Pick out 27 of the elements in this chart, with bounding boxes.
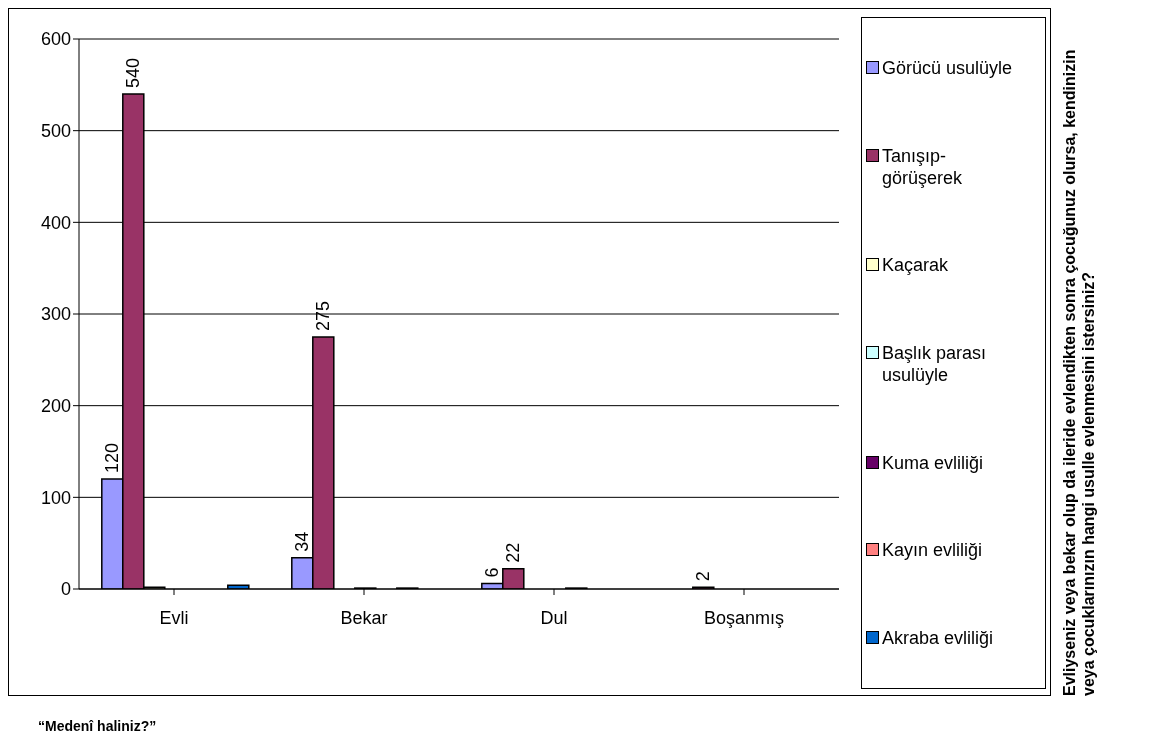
x-tick-label: Boşanmış bbox=[703, 607, 785, 628]
legend-label: Tanışıp-görüşerek bbox=[882, 144, 964, 189]
data-label: 2 bbox=[693, 571, 714, 582]
data-label: 120 bbox=[102, 442, 123, 473]
legend-label: Kaçarak bbox=[882, 254, 949, 277]
data-label: 34 bbox=[292, 531, 313, 552]
y-tick-label: 500 bbox=[40, 121, 71, 142]
y-tick-label: 200 bbox=[40, 396, 71, 417]
text: “Medenî haliniz?” bbox=[38, 718, 157, 734]
legend-label: Görücü usulüyle bbox=[882, 56, 1013, 79]
y-tick-label: 100 bbox=[40, 487, 71, 508]
x-tick-label: Bekar bbox=[340, 607, 388, 628]
data-label: 6 bbox=[482, 567, 503, 578]
x-tick-label: Evli bbox=[159, 607, 189, 628]
x-tick-label: Dul bbox=[540, 607, 568, 628]
y-tick-label: 300 bbox=[40, 304, 71, 325]
data-label: 275 bbox=[313, 300, 334, 331]
legend-title: Evliyseniz veya bekar olup da ileride evlendikten sonra çocuğunuz olursa, kendinizin veya çocuklarınızın hangi usulle evlenmesini istersiniz? bbox=[1060, 48, 1098, 696]
legend-label: Kuma evliliği bbox=[882, 451, 984, 474]
y-tick-label: 400 bbox=[40, 212, 71, 233]
y-tick-label: 0 bbox=[60, 579, 71, 600]
legend-label: Başlık parası usulüyle bbox=[882, 341, 988, 386]
legend-label: Kayın evliliği bbox=[882, 539, 983, 562]
legend-label: Akraba evliliği bbox=[882, 627, 994, 650]
y-tick-label: 600 bbox=[40, 29, 71, 50]
data-label: 22 bbox=[503, 542, 524, 563]
data-label: 540 bbox=[123, 57, 144, 88]
